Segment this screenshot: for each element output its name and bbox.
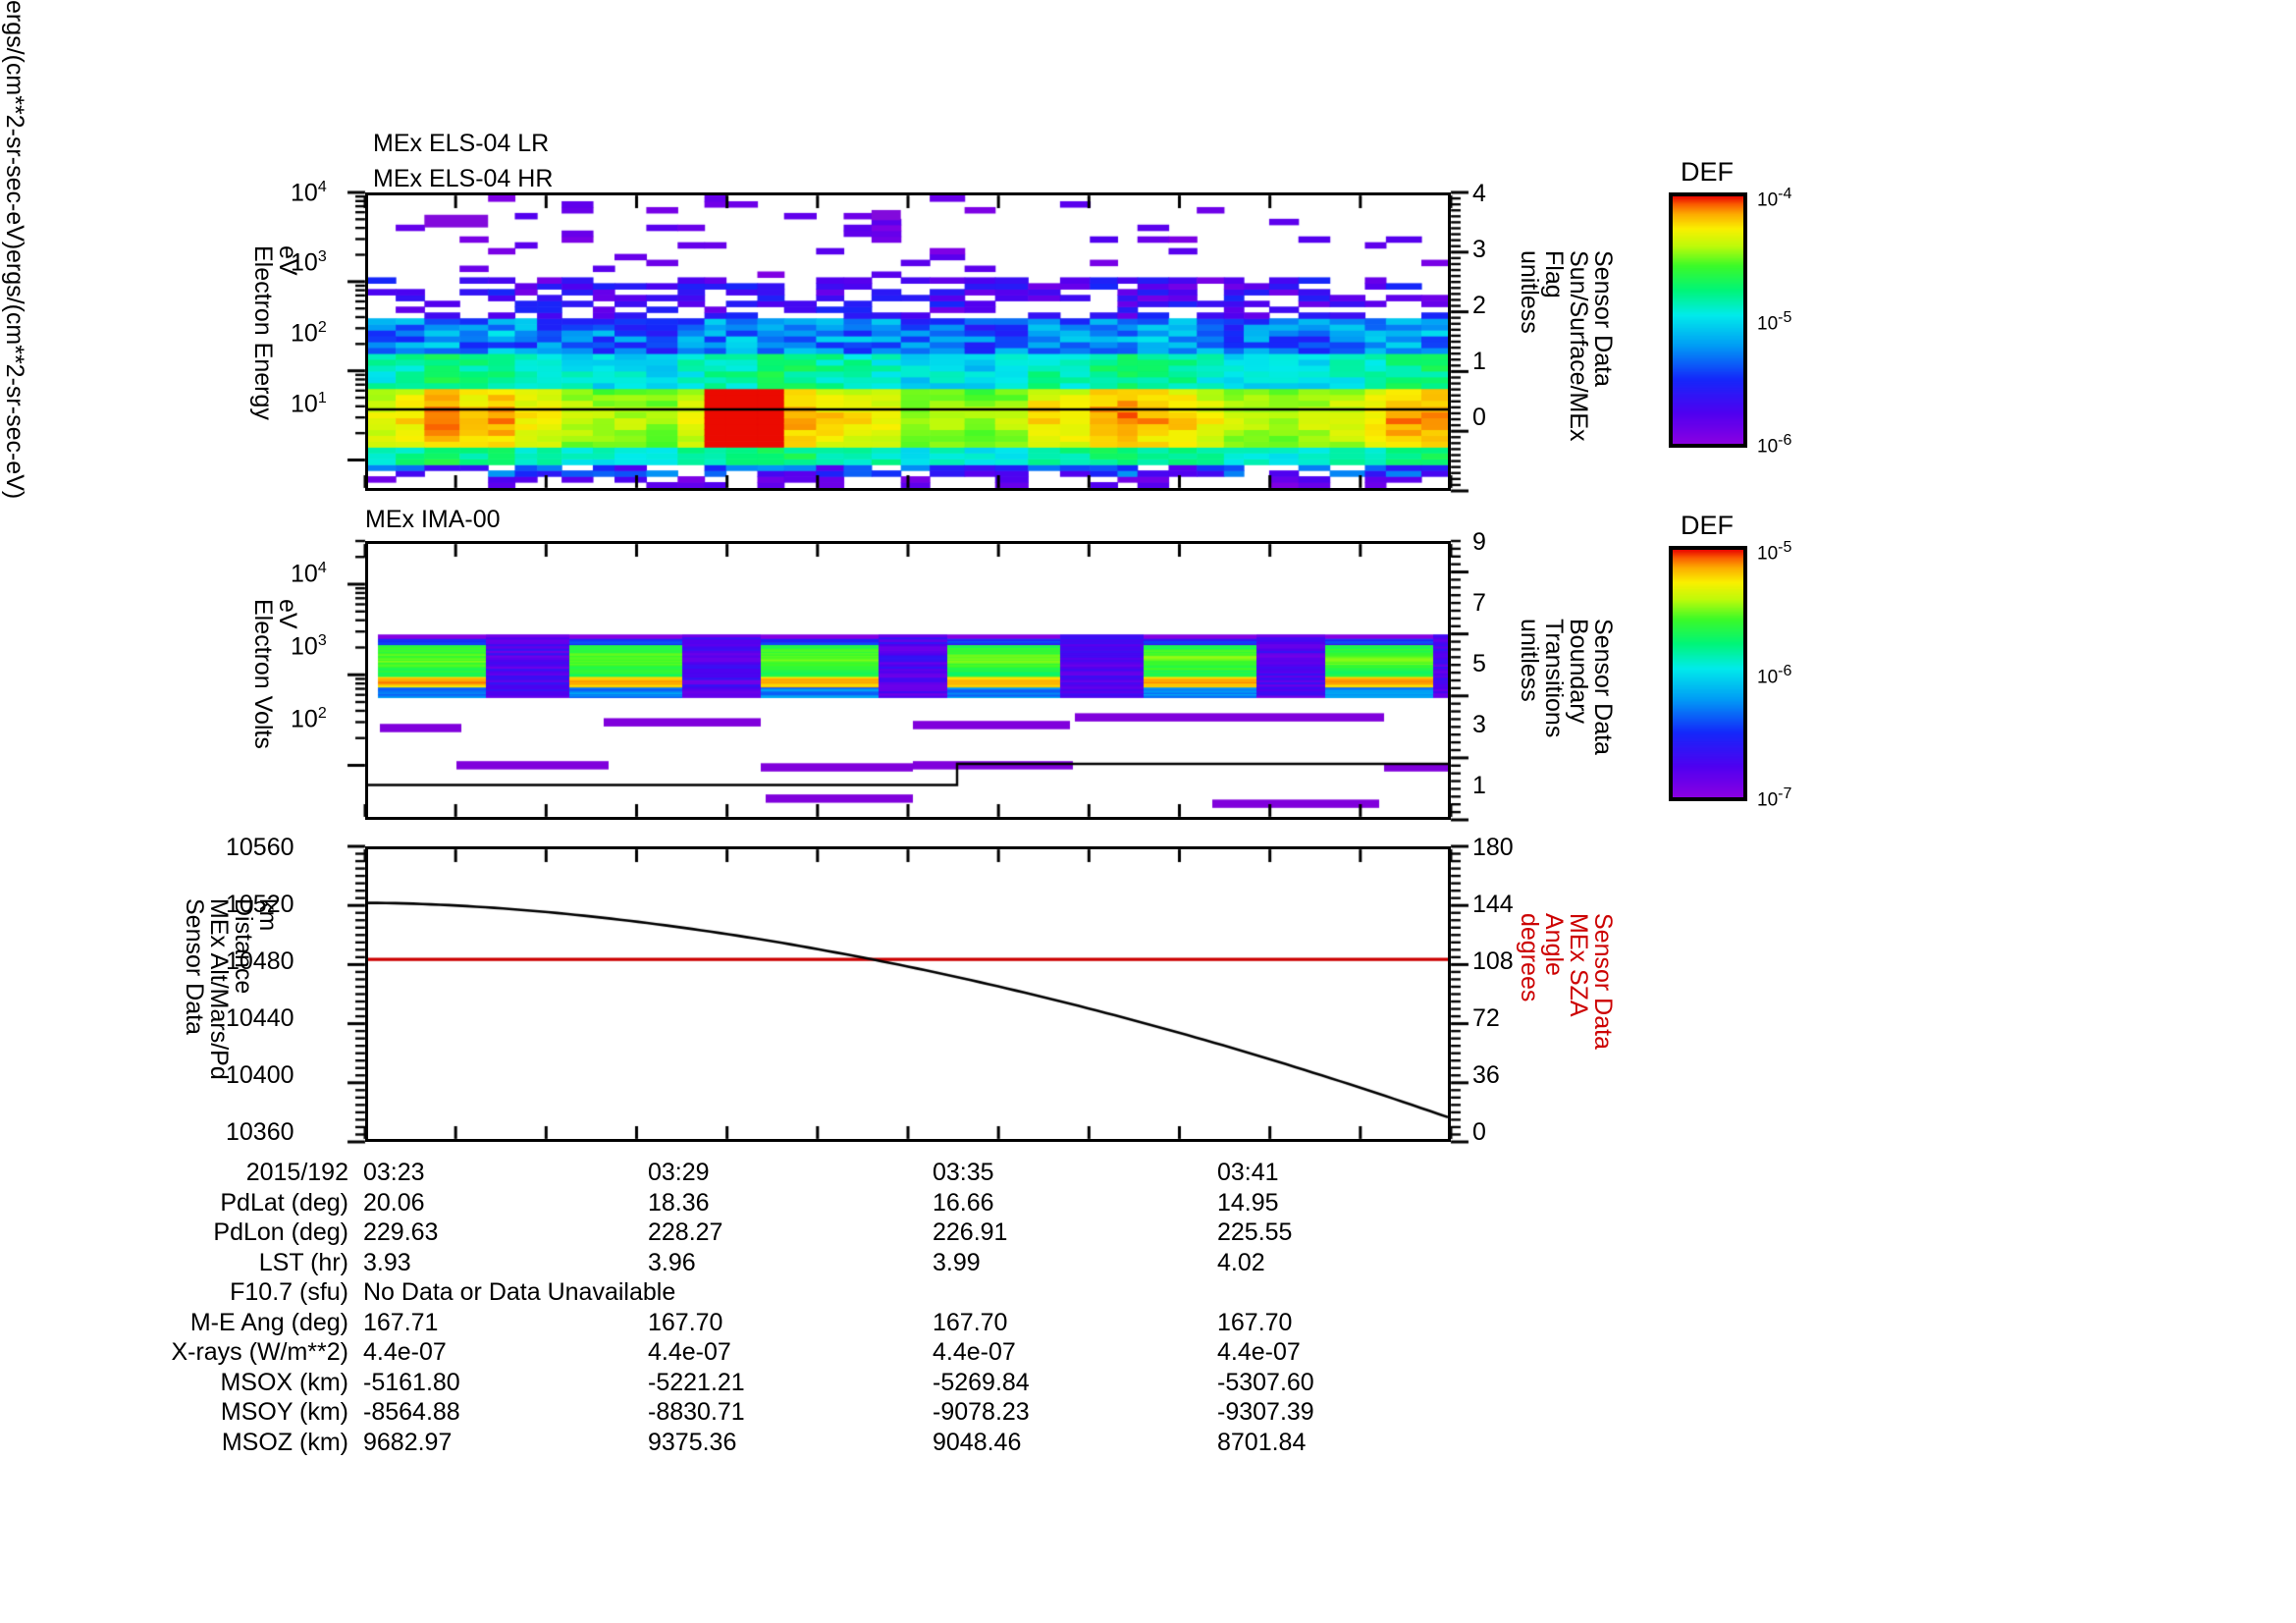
table-cell: 9375.36 bbox=[648, 1428, 737, 1456]
table-cell: -5221.21 bbox=[648, 1368, 745, 1396]
panel1-right-tick-2: 2 bbox=[1472, 292, 1486, 319]
panel1-spectrogram bbox=[365, 192, 1451, 491]
panel2-title: MEx IMA-00 bbox=[365, 506, 501, 533]
table-cell: 167.70 bbox=[933, 1308, 1008, 1336]
colorbar1-bottom-label: 10-6 bbox=[1757, 432, 1792, 458]
table-label: 2015/192 bbox=[245, 1159, 348, 1186]
panel3-right-tick-144: 144 bbox=[1472, 891, 1514, 918]
table-cell: 228.27 bbox=[648, 1218, 723, 1246]
panel2-right-tick-7: 7 bbox=[1472, 589, 1486, 617]
colorbar2 bbox=[1669, 546, 1747, 801]
table-cell: -9078.23 bbox=[933, 1398, 1030, 1426]
panel2-right-label: unitless Transitions Boundary Sensor Dat… bbox=[1516, 619, 1617, 755]
table-cell: 03:35 bbox=[933, 1159, 994, 1186]
colorbar2-top-label: 10-5 bbox=[1757, 539, 1792, 565]
table-cell: 03:23 bbox=[363, 1159, 425, 1186]
table-label: MSOX (km) bbox=[220, 1368, 348, 1396]
table-cell: 4.4e-07 bbox=[933, 1338, 1016, 1366]
panel2-ytick-4: 104 bbox=[291, 560, 327, 588]
colorbar1-mid-label: 10-5 bbox=[1757, 309, 1792, 335]
table-cell: 03:29 bbox=[648, 1159, 710, 1186]
colorbar2-title: DEF bbox=[1681, 511, 1734, 540]
panel1-ylabel: Electron Energy eV bbox=[249, 245, 301, 420]
table-cell: 225.55 bbox=[1217, 1218, 1293, 1246]
colorbar1-title: DEF bbox=[1681, 157, 1734, 187]
panel1-right-tick-0: 0 bbox=[1472, 404, 1486, 431]
panel3-right-tick-36: 36 bbox=[1472, 1061, 1500, 1089]
table-label: MSOY (km) bbox=[220, 1398, 348, 1426]
table-cell: No Data or Data Unavailable bbox=[363, 1278, 676, 1306]
table-cell: 4.02 bbox=[1217, 1248, 1265, 1276]
table-cell: 167.71 bbox=[363, 1308, 439, 1336]
table-cell: 226.91 bbox=[933, 1218, 1008, 1246]
table-label: F10.7 (sfu) bbox=[230, 1278, 348, 1306]
panel2-ylabel: Electron Volts eV bbox=[249, 599, 301, 749]
table-label: PdLon (deg) bbox=[213, 1218, 348, 1246]
panel2-right-tick-9: 9 bbox=[1472, 528, 1486, 556]
table-cell: 14.95 bbox=[1217, 1188, 1279, 1217]
table-cell: -8830.71 bbox=[648, 1398, 745, 1426]
panel3-right-tick-72: 72 bbox=[1472, 1004, 1500, 1032]
table-cell: 9048.46 bbox=[933, 1428, 1022, 1456]
panel1-right-tick-3: 3 bbox=[1472, 236, 1486, 263]
colorbar2-mid-label: 10-6 bbox=[1757, 663, 1792, 688]
colorbar1 bbox=[1669, 192, 1747, 448]
panel3-ytick-10560: 10560 bbox=[226, 834, 294, 861]
table-cell: -9307.39 bbox=[1217, 1398, 1314, 1426]
panel1-title-lr: MEx ELS-04 LR bbox=[373, 130, 550, 157]
table-cell: 20.06 bbox=[363, 1188, 425, 1217]
panel1-right-label: unitless Flag Sun/Surface/MEx Sensor Dat… bbox=[1516, 250, 1617, 442]
panel3-ytick-10360: 10360 bbox=[226, 1118, 294, 1146]
table-label: M-E Ang (deg) bbox=[189, 1308, 348, 1336]
table-label: X-rays (W/m**2) bbox=[171, 1338, 348, 1366]
table-label: LST (hr) bbox=[258, 1248, 348, 1276]
table-cell: -5161.80 bbox=[363, 1368, 460, 1396]
table-cell: 167.70 bbox=[1217, 1308, 1293, 1336]
table-cell: -5269.84 bbox=[933, 1368, 1030, 1396]
table-cell: 03:41 bbox=[1217, 1159, 1279, 1186]
panel1-title-hr: MEx ELS-04 HR bbox=[373, 165, 554, 192]
panel3-right-tick-108: 108 bbox=[1472, 947, 1514, 975]
panel3-right-label: degrees Angle MEx SZA Sensor Data bbox=[1516, 913, 1617, 1050]
table-cell: 4.4e-07 bbox=[1217, 1338, 1301, 1366]
table-cell: 3.93 bbox=[363, 1248, 411, 1276]
table-cell: 16.66 bbox=[933, 1188, 994, 1217]
table-label: MSOZ (km) bbox=[221, 1428, 348, 1456]
table-label: PdLat (deg) bbox=[220, 1188, 348, 1217]
table-cell: 3.99 bbox=[933, 1248, 981, 1276]
table-cell: 4.4e-07 bbox=[648, 1338, 731, 1366]
colorbar2-units: ergs/(cm**2-sr-sec-eV) bbox=[1, 249, 28, 500]
table-cell: 9682.97 bbox=[363, 1428, 453, 1456]
colorbar1-units: ergs/(cm**2-sr-sec-eV) bbox=[1, 0, 28, 250]
panel1-right-tick-1: 1 bbox=[1472, 348, 1486, 375]
panel2-right-tick-3: 3 bbox=[1472, 711, 1486, 738]
panel3-left-label: Sensor Data MEx Alt/Mars/Pd Distance km bbox=[181, 898, 282, 1080]
table-cell: 229.63 bbox=[363, 1218, 439, 1246]
table-cell: 167.70 bbox=[648, 1308, 723, 1336]
panel3-timeseries bbox=[365, 846, 1451, 1142]
table-cell: 3.96 bbox=[648, 1248, 696, 1276]
table-cell: -5307.60 bbox=[1217, 1368, 1314, 1396]
panel2-right-tick-1: 1 bbox=[1472, 772, 1486, 799]
panel3-right-tick-0: 0 bbox=[1472, 1118, 1486, 1146]
colorbar1-top-label: 10-4 bbox=[1757, 186, 1792, 211]
panel1-ytick-4: 104 bbox=[291, 179, 327, 207]
colorbar2-bottom-label: 10-7 bbox=[1757, 785, 1792, 811]
table-cell: -8564.88 bbox=[363, 1398, 460, 1426]
panel1-right-tick-4: 4 bbox=[1472, 180, 1486, 207]
panel2-right-tick-5: 5 bbox=[1472, 650, 1486, 677]
table-cell: 18.36 bbox=[648, 1188, 710, 1217]
table-cell: 4.4e-07 bbox=[363, 1338, 447, 1366]
panel2-spectrogram bbox=[365, 541, 1451, 820]
panel3-right-tick-180: 180 bbox=[1472, 834, 1514, 861]
table-cell: 8701.84 bbox=[1217, 1428, 1307, 1456]
